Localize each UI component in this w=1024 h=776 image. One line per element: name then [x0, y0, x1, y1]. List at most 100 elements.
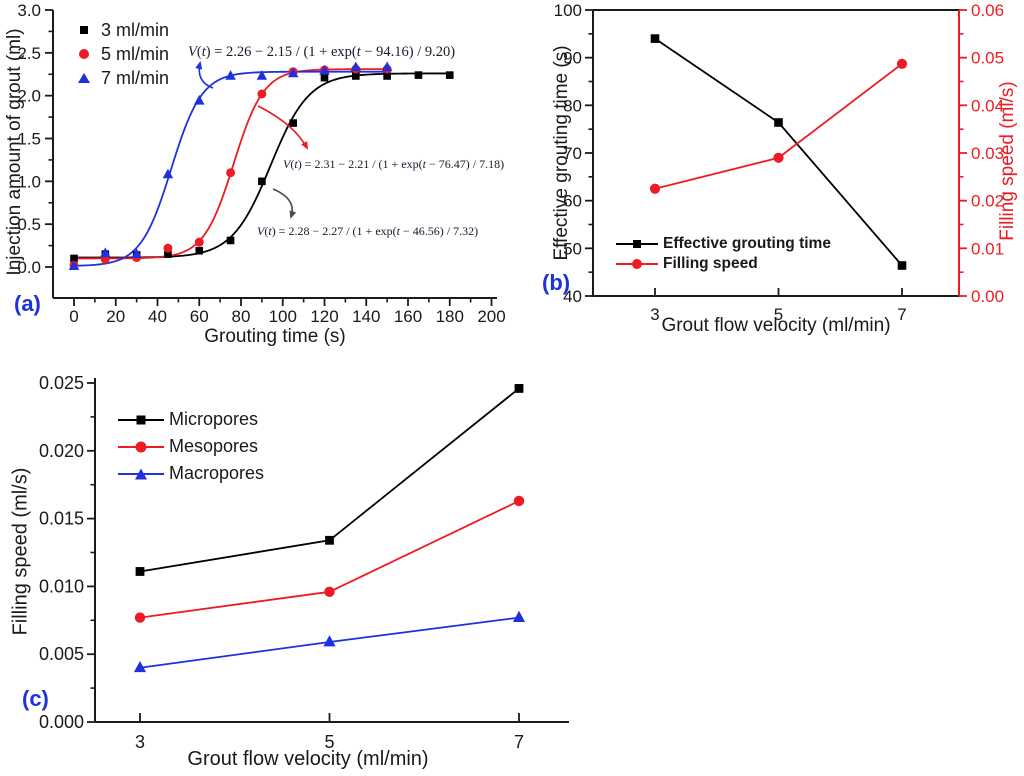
legend-item: Macropores — [118, 460, 264, 487]
panel-b-right-y-axis: 0.00 0.01 0.02 0.03 0.04 0.05 0.06 — [959, 1, 1004, 306]
panel-a-y-axis: 0.0 0.5 1.0 1.5 2.0 2.5 3.0 — [17, 1, 53, 277]
svg-text:0.015: 0.015 — [39, 509, 84, 529]
panel-c-plot: 3 5 7 0.000 0.005 0.010 0.015 0.020 0.025 — [39, 373, 569, 752]
panel-c-x-axis-title: Grout flow velocity (ml/min) — [187, 748, 429, 770]
svg-text:0.5: 0.5 — [17, 215, 41, 234]
fit-equation-2: V(t) = 2.31 − 2.21 / (1 + exp(t − 76.47)… — [283, 157, 505, 171]
svg-text:180: 180 — [436, 307, 464, 326]
legend-item: Effective grouting time — [616, 234, 831, 254]
svg-text:60: 60 — [563, 192, 582, 211]
svg-text:0.025: 0.025 — [39, 373, 84, 393]
svg-text:7: 7 — [514, 732, 524, 752]
legend-label: 5 ml/min — [101, 43, 170, 64]
legend-label: Filling speed — [663, 255, 758, 272]
svg-text:0.020: 0.020 — [39, 441, 84, 461]
square-marker-icon — [80, 26, 88, 34]
circle-marker-icon — [135, 441, 147, 452]
svg-text:0.01: 0.01 — [971, 239, 1004, 258]
panel-b-right-y-axis-title: Filling speed (ml/s) — [997, 81, 1018, 241]
legend-label: 3 ml/min — [101, 19, 170, 40]
panel-b-plot: 3 5 7 40 50 60 70 80 90 100 0.00 0.01 0.02 0.03 0.04 0.… — [554, 1, 1004, 324]
annotation-arrow — [257, 105, 308, 150]
svg-text:200: 200 — [477, 307, 505, 326]
legend-item: 7 ml/min — [76, 66, 169, 90]
legend-item: Filling speed — [616, 254, 831, 274]
svg-text:0.000: 0.000 — [39, 712, 84, 732]
panel-b-series — [649, 34, 908, 270]
panel-b-legend: Effective grouting time Filling speed — [616, 234, 831, 274]
panel-c-series — [133, 384, 526, 673]
svg-text:70: 70 — [563, 144, 582, 163]
panel-a-x-axis-title: Grouting time (s) — [204, 326, 346, 347]
svg-text:40: 40 — [563, 287, 582, 306]
svg-text:0.0: 0.0 — [17, 258, 41, 277]
panel-a-axes — [52, 10, 497, 299]
panel-c-legend: Micropores Mesopores Macropores — [118, 406, 264, 487]
panel-b-left-y-axis-title: Effective grouting time (s) — [551, 45, 572, 261]
legend-label: Micropores — [169, 409, 259, 429]
legend-item: Mesopores — [118, 433, 264, 460]
svg-text:1.5: 1.5 — [17, 130, 41, 149]
svg-text:3: 3 — [135, 732, 145, 752]
svg-text:20: 20 — [106, 307, 125, 326]
panel-c-y-axis-title: Filling speed (ml/s) — [9, 467, 32, 636]
svg-text:40: 40 — [148, 307, 167, 326]
svg-text:3.0: 3.0 — [17, 1, 41, 20]
annotation-arrow — [195, 61, 214, 89]
legend-item: 5 ml/min — [76, 42, 169, 66]
annotation-arrow — [257, 105, 308, 150]
svg-text:0.04: 0.04 — [971, 96, 1004, 115]
svg-text:5: 5 — [774, 305, 783, 324]
panel-b-x-axis: 3 5 7 — [650, 288, 907, 324]
data-markers — [68, 61, 454, 270]
svg-text:0.010: 0.010 — [39, 576, 84, 596]
svg-text:140: 140 — [352, 307, 380, 326]
legend-label: 7 ml/min — [101, 67, 170, 88]
svg-text:80: 80 — [232, 307, 251, 326]
svg-text:0.03: 0.03 — [971, 144, 1004, 163]
panel-b-left-y-axis: 40 50 60 70 80 90 100 — [554, 1, 593, 306]
svg-text:2.5: 2.5 — [17, 44, 41, 63]
svg-text:0.00: 0.00 — [971, 287, 1004, 306]
svg-text:0.02: 0.02 — [971, 192, 1004, 211]
panel-b-label: (b) — [542, 270, 571, 295]
legend-label: Mesopores — [169, 436, 259, 456]
triangle-marker-icon — [135, 468, 147, 479]
fit-equation-1: V(t) = 2.26 − 2.15 / (1 + exp(t − 94.16)… — [188, 44, 456, 60]
legend-item: 3 ml/min — [76, 18, 169, 42]
panel-a-label: (a) — [14, 291, 41, 316]
panel-b-x-axis-title: Grout flow velocity (ml/min) — [661, 315, 891, 336]
annotation-arrow — [272, 188, 297, 219]
panel-a-legend: 3 ml/min 5 ml/min 7 ml/min — [76, 18, 169, 90]
svg-text:0: 0 — [69, 307, 78, 326]
svg-text:80: 80 — [563, 96, 582, 115]
circle-marker-icon — [79, 49, 89, 59]
fit-equation-3: V(t) = 2.28 − 2.27 / (1 + exp(t − 46.56)… — [257, 224, 479, 238]
panel-c-x-axis: 3 5 7 — [135, 713, 524, 752]
svg-text:100: 100 — [554, 1, 582, 20]
legend-label: Effective grouting time — [663, 235, 831, 252]
circle-marker-icon — [632, 259, 642, 269]
svg-text:0.06: 0.06 — [971, 1, 1004, 20]
panel-a-y-axis-title: Injection amount of grout (ml) — [4, 28, 25, 276]
legend-item: Micropores — [118, 406, 264, 433]
svg-text:120: 120 — [310, 307, 338, 326]
annotation-arrow — [272, 188, 297, 219]
svg-text:0.005: 0.005 — [39, 644, 84, 664]
svg-text:90: 90 — [563, 49, 582, 68]
svg-text:100: 100 — [269, 307, 297, 326]
square-marker-icon — [633, 240, 641, 248]
panel-c-axes — [94, 378, 569, 723]
triangle-marker-icon — [78, 73, 90, 83]
svg-text:3: 3 — [650, 305, 659, 324]
panel-c-y-axis: 0.000 0.005 0.010 0.015 0.020 0.025 — [39, 373, 95, 732]
svg-text:50: 50 — [563, 239, 582, 258]
panel-a-plot: 0 20 40 60 80 100 120 140 160 180 200 0.0 0.5 1.0 1.5 2… — [17, 1, 506, 326]
svg-text:160: 160 — [394, 307, 422, 326]
svg-text:7: 7 — [897, 305, 906, 324]
svg-text:60: 60 — [190, 307, 209, 326]
panel-c-label: (c) — [22, 686, 49, 711]
square-marker-icon — [136, 415, 146, 424]
panel-a-x-axis: 0 20 40 60 80 100 120 140 160 180 200 — [69, 298, 506, 326]
